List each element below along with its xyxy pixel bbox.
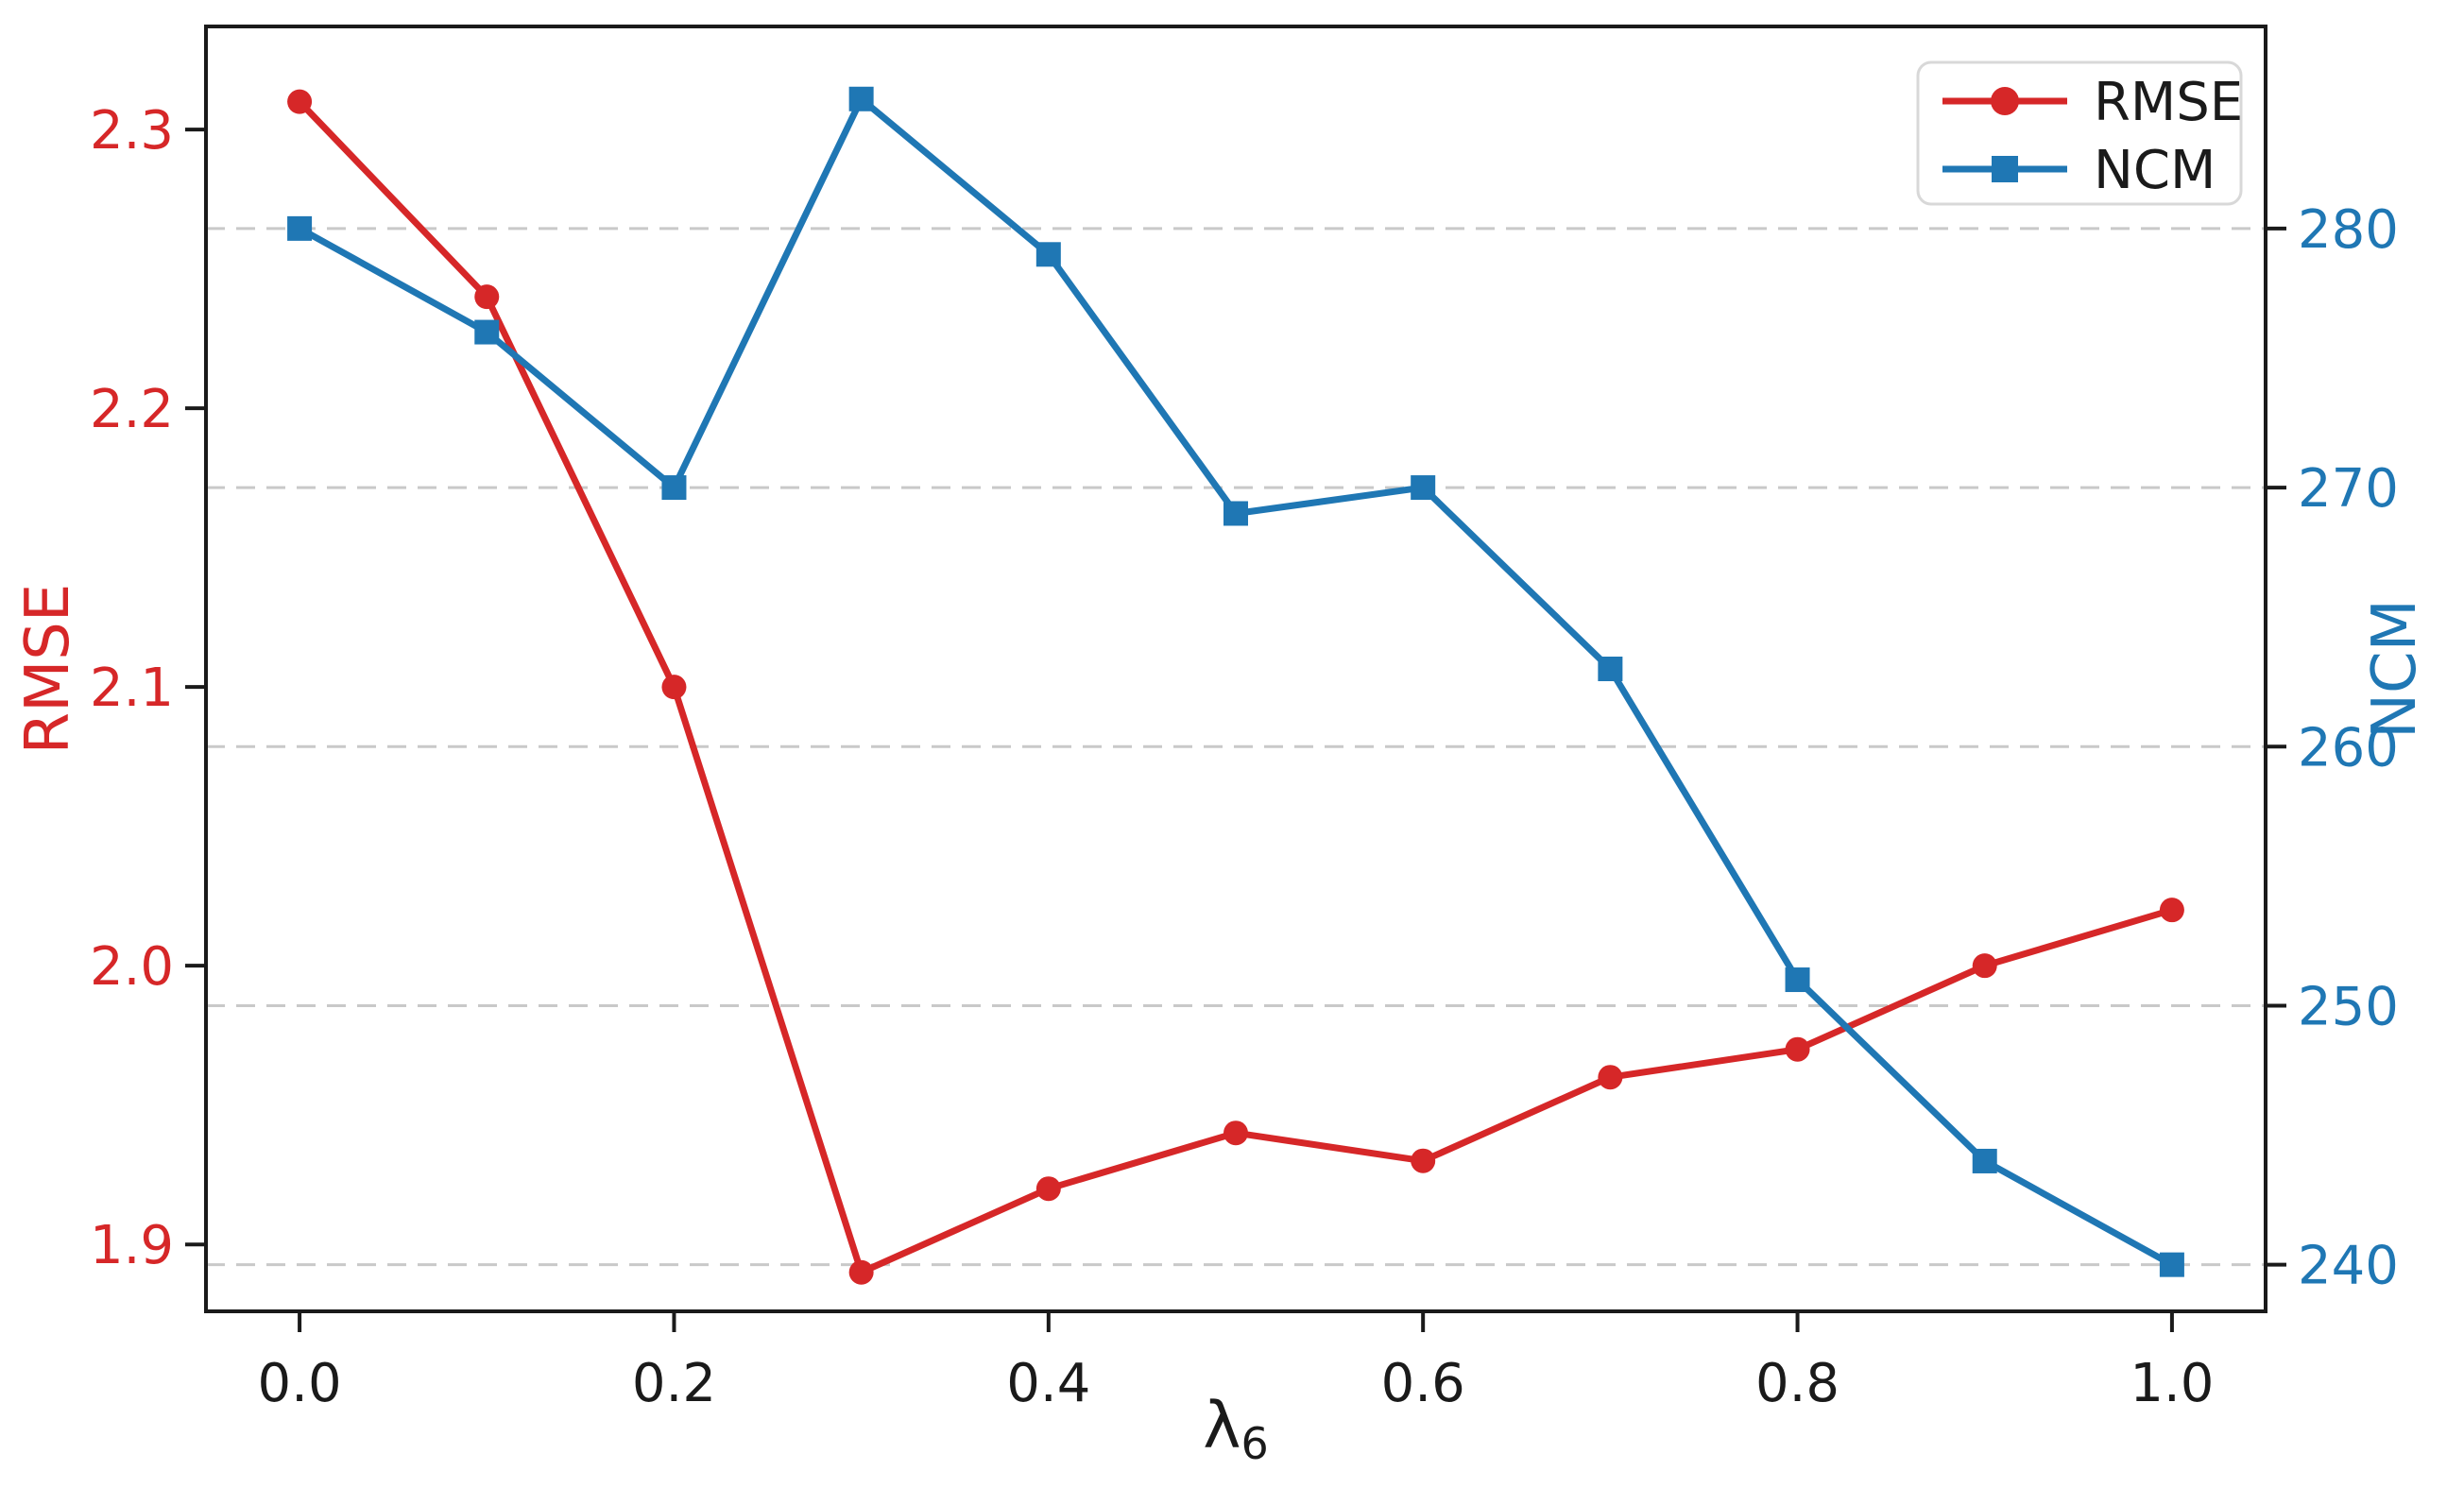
ncm-marker: [1785, 967, 1810, 993]
rmse-marker: [474, 284, 500, 310]
ncm-marker: [474, 319, 500, 345]
left-tick-label: 1.9: [90, 1215, 174, 1276]
x-tick-label: 0.4: [1006, 1353, 1090, 1414]
left-tick-label: 2.1: [90, 658, 174, 719]
x-tick-label: 1.0: [2130, 1353, 2214, 1414]
x-tick-label: 0.2: [632, 1353, 716, 1414]
right-tick-label: 250: [2298, 976, 2399, 1037]
rmse-marker: [287, 89, 313, 114]
right-tick-label: 280: [2298, 199, 2399, 261]
rmse-marker: [1972, 953, 1997, 979]
rmse-marker: [1598, 1065, 1623, 1090]
rmse-marker: [1035, 1176, 1061, 1202]
ncm-marker: [1223, 501, 1248, 526]
left-tick-label: 2.2: [90, 379, 174, 440]
x-tick-label: 0.0: [258, 1353, 342, 1414]
legend-label: RMSE: [2094, 72, 2243, 133]
right-tick-label: 270: [2298, 458, 2399, 520]
right-tick-label: 260: [2298, 717, 2399, 778]
ncm-marker: [661, 475, 687, 501]
plot-border: [204, 25, 2267, 1313]
rmse-marker: [848, 1259, 874, 1285]
x-tick-label: 0.6: [1381, 1353, 1465, 1414]
ncm-line: [296, 95, 2176, 1269]
ncm-marker: [1411, 475, 1436, 501]
ncm-marker: [848, 86, 874, 111]
left-axis-title: RMSE: [13, 584, 83, 755]
right-axis-title: NCM: [2360, 599, 2430, 739]
ncm-marker: [1598, 657, 1623, 681]
legend-label: NCM: [2094, 140, 2216, 201]
rmse-marker: [1411, 1148, 1436, 1173]
ncm-marker: [1972, 1148, 1997, 1173]
ncm-marker: [2159, 1252, 2184, 1277]
legend: RMSE NCM: [1916, 60, 2243, 206]
legend-circle-marker-icon: [1991, 87, 2019, 115]
ncm-marker: [287, 215, 313, 241]
left-tick-label: 2.0: [90, 936, 174, 998]
left-tick-label: 2.3: [90, 100, 174, 162]
legend-square-marker-icon: [1992, 156, 2018, 182]
rmse-marker: [2159, 898, 2184, 923]
rmse-line: [296, 98, 2176, 1276]
ncm-marker: [1035, 242, 1061, 267]
x-tick-label: 0.8: [1755, 1353, 1839, 1414]
rmse-marker: [1785, 1036, 1810, 1062]
rmse-marker: [661, 675, 687, 700]
right-tick-label: 240: [2298, 1236, 2399, 1297]
x-axis-title: λ6: [1203, 1389, 1269, 1469]
rmse-marker: [1223, 1120, 1248, 1146]
